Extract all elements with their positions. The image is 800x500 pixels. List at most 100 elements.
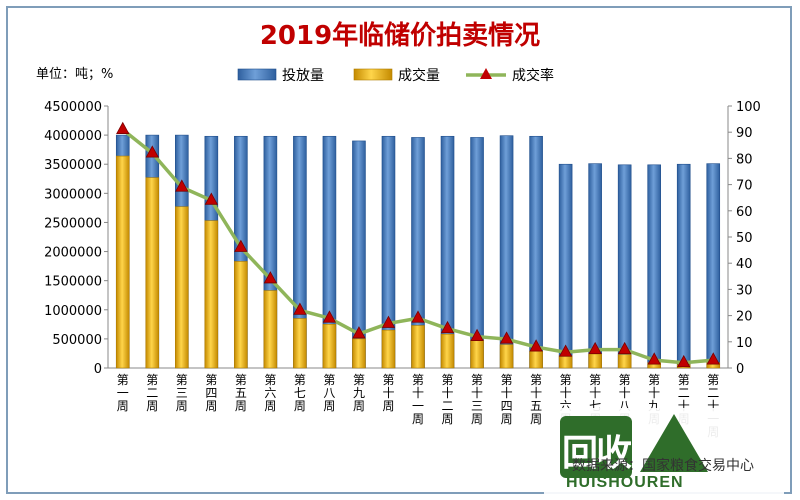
y-left-tick-label: 2500000 (44, 216, 102, 231)
rate-point (175, 179, 189, 192)
x-tick-label-char: 四 (205, 386, 217, 400)
x-tick-label-char: 八 (323, 386, 335, 400)
x-tick-label-char: 第 (117, 373, 129, 387)
y-right-tick-label: 10 (736, 336, 753, 351)
y-right-tick-label: 60 (736, 205, 753, 220)
x-tick-label-char: 二 (707, 386, 719, 400)
bar-traded (440, 333, 455, 369)
bar-offered (440, 135, 455, 369)
x-tick-label-char: 第 (442, 373, 454, 387)
x-tick-label-char: 第 (707, 373, 719, 387)
y-right-tick-label: 100 (736, 100, 761, 115)
x-tick-label-char: 十 (442, 386, 454, 400)
rate-point (116, 121, 130, 134)
bar-traded (263, 290, 278, 369)
rate-point (470, 328, 484, 341)
x-tick-label-char: 周 (235, 399, 247, 413)
bar-traded (529, 350, 543, 369)
x-tick-label-char: 第 (382, 373, 394, 387)
rate-point (263, 271, 278, 284)
x-tick-label-char: 周 (146, 399, 158, 413)
bar-traded (411, 325, 425, 369)
rate-point (440, 320, 455, 334)
rate-point (499, 331, 514, 344)
x-tick-label-char: 十 (648, 386, 660, 400)
bar-traded (470, 339, 484, 369)
x-tick-label-char: 九 (353, 386, 365, 400)
y-right-tick-label: 50 (736, 231, 753, 246)
x-tick-label-char: 二 (442, 399, 454, 413)
x-tick-label-char: 第 (294, 373, 306, 387)
y-right-tick-label: 70 (736, 179, 753, 194)
logo-text: 回收 (561, 433, 632, 474)
x-tick-label-char: 五 (235, 386, 247, 400)
x-tick-label-char: 第 (235, 373, 247, 387)
bars (115, 134, 721, 369)
x-tick-label-char: 周 (501, 412, 513, 426)
bar-traded (204, 220, 219, 369)
x-tick-label-char: 十 (619, 386, 631, 400)
x-tick-label: 第十周 (382, 373, 394, 413)
legend-label: 投放量 (282, 68, 324, 84)
bar-traded (175, 206, 189, 369)
x-tick-label: 第三周 (176, 373, 188, 413)
y-right-tick-label: 20 (736, 310, 753, 325)
x-tick-label-char: 周 (442, 412, 454, 426)
x-tick-label: 第九周 (353, 373, 365, 413)
y-left-tick-label: 500000 (52, 333, 102, 348)
x-tick-label-char: 十 (501, 386, 513, 400)
legend-marker (480, 68, 492, 79)
x-tick-label-char: 十 (382, 386, 394, 400)
legend-label: 成交率 (512, 67, 554, 84)
x-tick-label-char: 周 (176, 399, 188, 413)
y-left-tick-label: 4000000 (44, 129, 102, 144)
bar-offered (676, 163, 691, 369)
bar-traded (115, 155, 130, 369)
x-tick-label-char: 周 (471, 412, 483, 426)
x-tick-label: 第八周 (323, 373, 335, 413)
x-tick-label: 第二周 (146, 373, 158, 413)
x-tick-label-char: 第 (501, 373, 513, 387)
legend: 投放量 成交量 成交率 (237, 67, 554, 84)
y-left-tick-label: 3000000 (44, 187, 102, 202)
x-tick-label-char: 第 (619, 373, 631, 387)
x-tick-label-char: 三 (471, 399, 483, 413)
bar-offered (706, 163, 721, 369)
bar-traded (145, 177, 160, 369)
x-tick-label-char: 一 (412, 399, 424, 413)
bar-offered (529, 135, 543, 369)
x-tick-label-char: 二 (678, 386, 690, 400)
x-tick-label-char: 十 (412, 386, 424, 400)
bar-traded (499, 344, 514, 369)
x-tick-label-char: 第 (205, 373, 217, 387)
x-tick-label-char: 第 (678, 373, 690, 387)
bar-traded (558, 355, 573, 369)
y-left-tick-label: 0 (94, 362, 102, 377)
y-right-tick-label: 40 (736, 257, 753, 272)
bar-traded (381, 329, 396, 369)
y-left-tick-label: 3500000 (44, 158, 102, 173)
logo-mark: 回收 (560, 416, 632, 478)
y-right-tick-label: 30 (736, 283, 753, 298)
y-left-tick-label: 1000000 (44, 304, 102, 319)
bar-traded (588, 353, 602, 369)
x-tick-label: 第四周 (205, 373, 217, 413)
x-tick-label-char: 周 (323, 399, 335, 413)
bar-offered (588, 163, 602, 369)
x-tick-label-char: 七 (294, 386, 306, 400)
x-tick-label: 第一周 (117, 373, 129, 413)
legend-swatch (353, 68, 393, 81)
x-tick-label-char: 四 (501, 399, 513, 413)
chart-title: 2019年临储价拍卖情况 (260, 20, 540, 51)
rate-point (411, 310, 425, 323)
x-tick-label-char: 第 (323, 373, 335, 387)
rate-point (293, 302, 307, 315)
x-tick-label-char: 第 (146, 373, 158, 387)
x-tick-label-char: 十 (589, 386, 601, 400)
y-right-tick-label: 0 (736, 362, 744, 377)
bar-traded (293, 318, 307, 369)
x-tick-label-char: 周 (117, 399, 129, 413)
x-tick-label-char: 十 (530, 386, 542, 400)
